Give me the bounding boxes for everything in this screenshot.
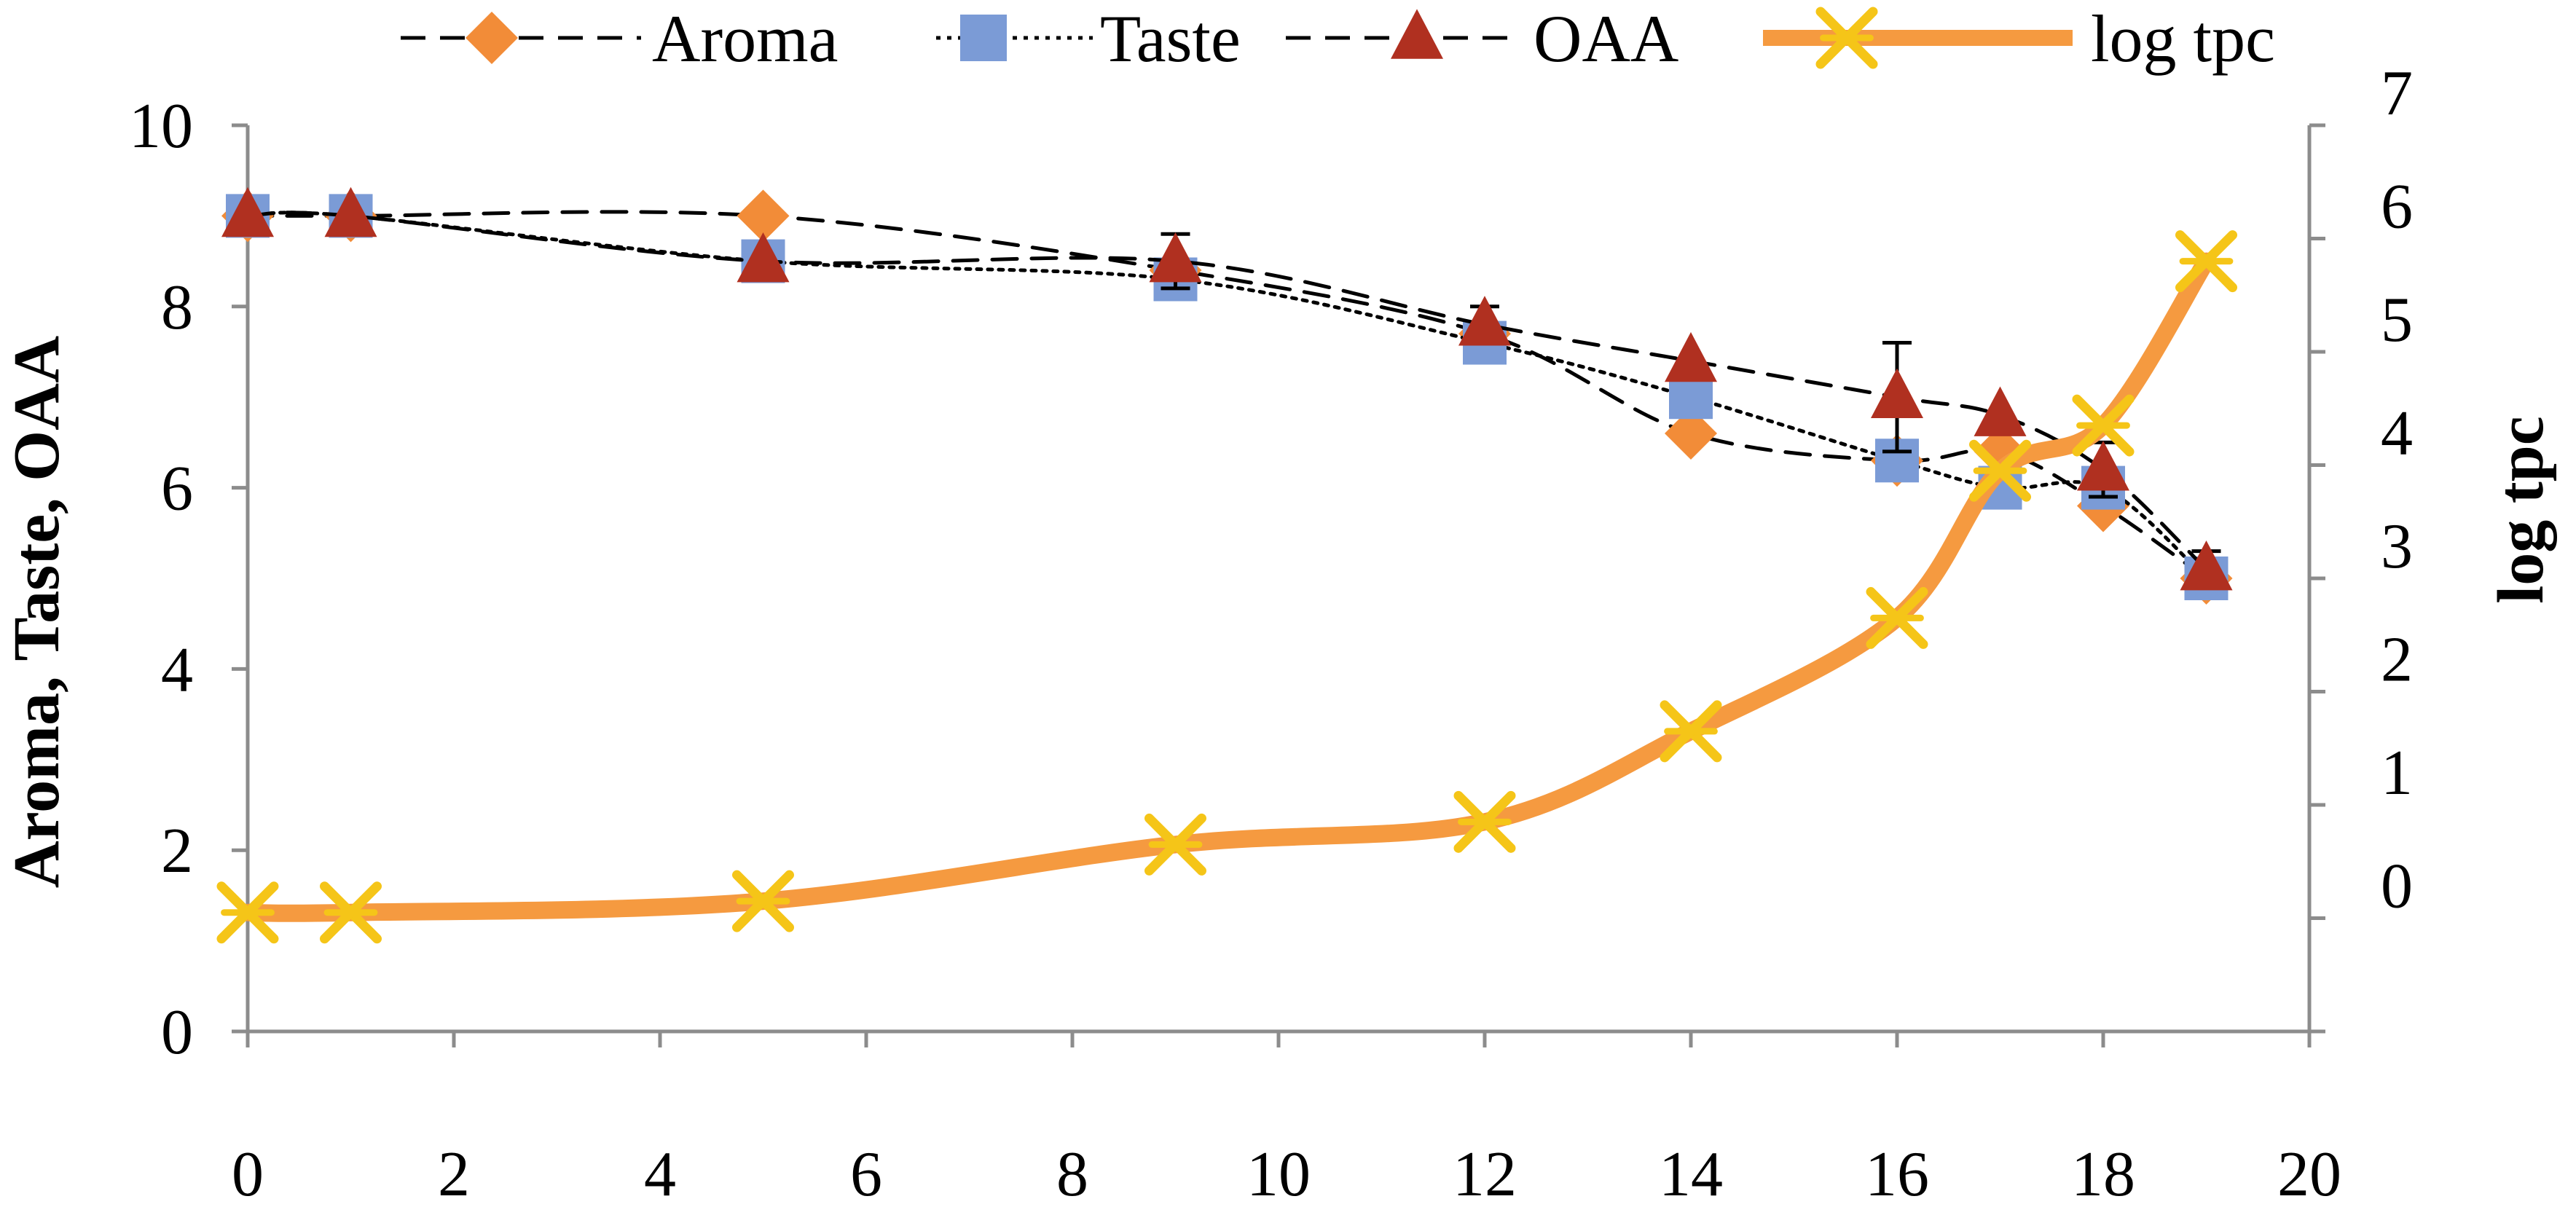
marker-diamond xyxy=(737,189,790,243)
marker-triangle xyxy=(1391,9,1443,59)
marker-x-star xyxy=(216,881,279,944)
x-tick-label: 2 xyxy=(438,1139,470,1210)
x-tick-label: 20 xyxy=(2277,1139,2341,1210)
series-aroma xyxy=(221,189,2233,605)
legend-label: log tpc xyxy=(2091,1,2275,76)
legend-item-log-tpc: log tpc xyxy=(1763,1,2275,76)
marker-triangle xyxy=(1974,386,2027,436)
y-tick-label: 4 xyxy=(161,634,193,705)
x-tick-label: 0 xyxy=(232,1139,264,1210)
legend-label: Taste xyxy=(1100,1,1241,76)
marker-x-star xyxy=(1144,813,1206,876)
y2-tick-label: 7 xyxy=(2381,58,2413,129)
marker-square xyxy=(960,15,1007,61)
y-tick-label: 2 xyxy=(161,816,193,886)
y2-tick-label: 3 xyxy=(2381,511,2413,582)
marker-triangle xyxy=(2180,540,2233,591)
legend-item-aroma: Aroma xyxy=(401,1,838,76)
marker-diamond xyxy=(1665,406,1717,460)
marker-triangle xyxy=(1665,331,1717,382)
legend-label: Aroma xyxy=(652,1,838,76)
legend: Aroma Taste OAA log tpc xyxy=(401,1,2275,76)
y2-tick-label: 5 xyxy=(2381,285,2413,355)
marker-square xyxy=(1669,375,1713,420)
y-tick-label: 0 xyxy=(161,997,193,1068)
y-tick-label: 8 xyxy=(161,272,193,343)
x-tick-label: 8 xyxy=(1056,1139,1088,1210)
marker-triangle xyxy=(2077,441,2129,491)
marker-x-star xyxy=(1660,700,1722,763)
marker-triangle xyxy=(737,232,790,283)
legend-label: OAA xyxy=(1534,1,1678,76)
y2-axis-title: log tpc xyxy=(2485,416,2557,603)
marker-x-star xyxy=(2175,230,2237,293)
y-tick-label: 6 xyxy=(161,454,193,524)
series-log-tpc xyxy=(216,230,2237,944)
series-layer xyxy=(216,186,2237,944)
y-axis-title: Aroma, Taste, OAA xyxy=(1,336,73,888)
marker-x-star xyxy=(1453,790,1516,853)
x-tick-label: 12 xyxy=(1453,1139,1517,1210)
x-tick-label: 4 xyxy=(644,1139,676,1210)
series-line xyxy=(239,252,2215,922)
y2-tick-label: 0 xyxy=(2381,852,2413,922)
marker-x-star xyxy=(1866,586,1928,649)
x-tick-label: 18 xyxy=(2071,1139,2135,1210)
y-tick-label: 10 xyxy=(129,91,193,162)
x-tick-label: 14 xyxy=(1659,1139,1723,1210)
marker-x-star xyxy=(732,870,794,932)
x-tick-label: 10 xyxy=(1246,1139,1311,1210)
marker-triangle xyxy=(221,186,274,237)
y2-tick-label: 6 xyxy=(2381,172,2413,243)
marker-triangle xyxy=(1149,232,1202,283)
x-tick-label: 16 xyxy=(1865,1139,1929,1210)
x-tick-label: 6 xyxy=(850,1139,882,1210)
series-taste xyxy=(226,194,2229,600)
y2-tick-label: 1 xyxy=(2381,738,2413,809)
legend-item-taste: Taste xyxy=(936,1,1241,76)
marker-diamond xyxy=(466,12,518,64)
y2-tick-label: 4 xyxy=(2381,398,2413,469)
series-oaa xyxy=(221,186,2233,591)
marker-x-star xyxy=(320,881,382,944)
marker-triangle xyxy=(1871,368,1923,418)
marker-triangle xyxy=(1458,296,1511,346)
marker-triangle xyxy=(324,186,377,237)
marker-x-star xyxy=(1969,439,2031,502)
legend-item-oaa: OAA xyxy=(1286,1,1678,76)
marker-x-star xyxy=(1815,7,1878,69)
series-line xyxy=(246,211,2208,572)
y2-tick-label: 2 xyxy=(2381,625,2413,696)
marker-x-star xyxy=(2072,394,2135,457)
